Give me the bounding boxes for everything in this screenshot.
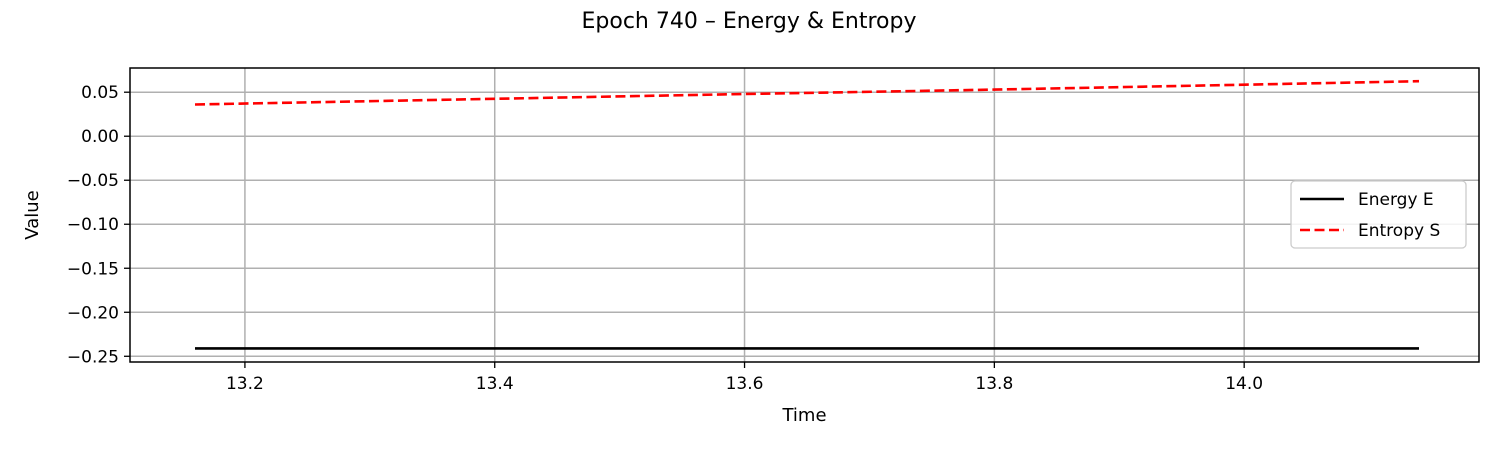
x-tick-label: 13.8 — [975, 374, 1013, 394]
x-axis-label: Time — [781, 405, 826, 426]
y-tick-label: −0.20 — [67, 303, 119, 323]
series-line-entropy-s — [194, 79, 1420, 106]
y-tick-label: −0.25 — [67, 347, 119, 367]
tick-layer: 13.2 13.4 13.6 13.8 14.0 0.05 0.00 −0.05 −0.10 −0… — [67, 83, 1263, 394]
legend-label: Energy E — [1358, 190, 1434, 210]
y-tick-label: 0.05 — [81, 83, 119, 103]
x-tick-label: 14.0 — [1225, 374, 1263, 394]
y-tick-label: −0.10 — [67, 215, 119, 235]
legend: Energy E Entropy S — [1290, 180, 1467, 249]
x-tick-label: 13.6 — [726, 374, 764, 394]
chart-title: Epoch 740 – Energy & Entropy — [582, 9, 917, 34]
series-layer — [194, 79, 1420, 350]
x-tick-label: 13.2 — [226, 374, 264, 394]
grid-layer — [130, 68, 1479, 362]
x-tick-label: 13.4 — [476, 374, 514, 394]
plot-frame — [129, 67, 1480, 363]
y-tick-label: −0.15 — [67, 259, 119, 279]
y-tick-label: 0.00 — [81, 127, 119, 147]
legend-label: Entropy S — [1358, 221, 1440, 241]
y-axis-label: Value — [22, 190, 43, 239]
y-tick-label: −0.05 — [67, 171, 119, 191]
